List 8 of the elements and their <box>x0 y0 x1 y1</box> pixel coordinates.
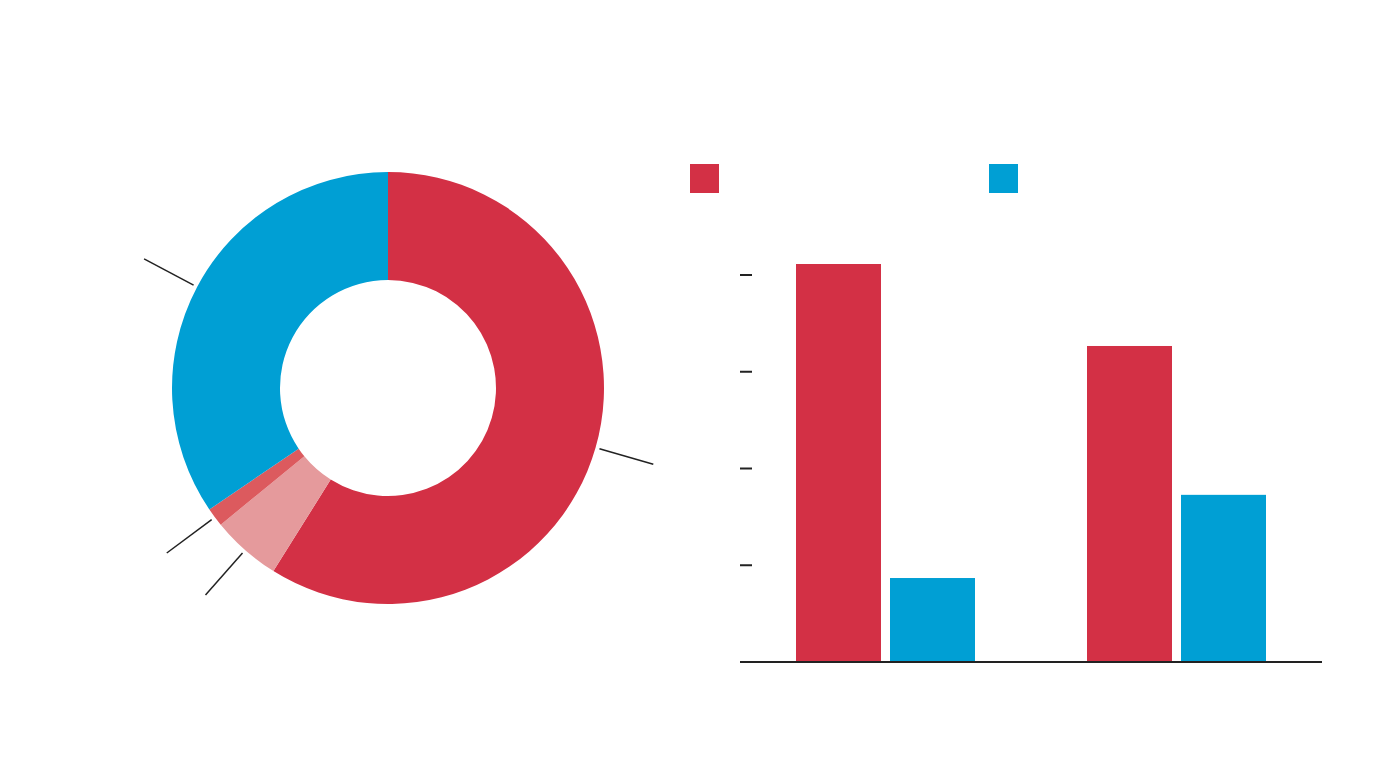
donut-slice <box>172 172 388 510</box>
bar <box>1181 494 1266 662</box>
donut-slice <box>220 456 331 572</box>
bar <box>890 578 975 662</box>
donut-slice <box>273 172 604 604</box>
bar <box>796 264 881 662</box>
donut-slice <box>209 448 305 525</box>
bar <box>1087 345 1172 662</box>
